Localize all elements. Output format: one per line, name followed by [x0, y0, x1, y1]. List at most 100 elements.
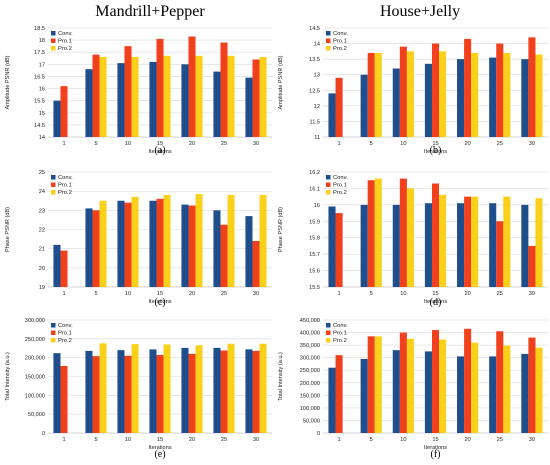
bar-pro1 [399, 178, 407, 287]
y-tick-label: 15.6 [309, 269, 320, 275]
y-tick-label: 15.9 [309, 219, 320, 225]
bar-pro1 [60, 86, 68, 137]
bar-conv [489, 203, 497, 287]
bar-conv [521, 204, 529, 287]
y-tick-label: 14.5 [34, 123, 45, 129]
bar-conv [149, 349, 157, 433]
bar-pro1 [367, 336, 375, 433]
bar-conv [53, 353, 61, 433]
x-tick-label: 5 [370, 291, 373, 297]
bar-pro2 [503, 196, 511, 287]
legend-swatch [326, 338, 331, 343]
bar-pro1 [188, 36, 196, 137]
column-title-left: Mandrill+Pepper [95, 3, 205, 20]
y-tick-label: 22 [39, 228, 45, 234]
y-tick-label: 11.5 [310, 119, 320, 125]
panel-caption: (b) [430, 145, 442, 156]
bar-pro2 [471, 52, 479, 137]
y-tick-label: 300,000 [25, 318, 45, 324]
bar-conv [360, 74, 368, 137]
bar-pro2 [227, 195, 235, 287]
bar-pro1 [252, 241, 260, 287]
bar-pro2 [131, 196, 139, 287]
bar-conv [360, 204, 368, 287]
bar-conv [489, 356, 497, 433]
y-tick-label: 50,000 [28, 412, 45, 418]
x-tick-label: 5 [94, 141, 97, 147]
bar-pro1 [496, 221, 504, 287]
legend-label: Conv. [58, 323, 73, 329]
y-tick-label: 16.5 [34, 74, 45, 80]
x-tick-label: 10 [125, 291, 131, 297]
bar-pro2 [503, 52, 511, 137]
x-tick-label: 15 [432, 141, 438, 147]
x-tick-label: 5 [94, 437, 97, 443]
x-tick-label: 20 [189, 291, 195, 297]
y-tick-label: 19 [39, 285, 45, 291]
x-axis-label: Iterations [148, 299, 171, 305]
chart-panel-5: 0 50,000 100,000 150,000 200,000 250,000 300,0… [5, 318, 272, 460]
bar-pro2 [535, 347, 543, 433]
y-axis-label: Total Intensity (a.u.) [5, 352, 11, 401]
bar-pro2 [163, 195, 171, 287]
bar-pro1 [464, 38, 472, 137]
x-tick-label: 15 [157, 291, 163, 297]
legend-swatch [326, 182, 331, 187]
x-tick-label: 10 [125, 141, 131, 147]
x-tick-label: 1 [62, 437, 65, 443]
x-axis-label: Iterations [148, 445, 171, 451]
y-tick-label: 250,000 [300, 368, 320, 374]
bar-conv [521, 353, 529, 433]
y-tick-label: 16 [39, 87, 45, 93]
bar-pro1 [92, 356, 100, 433]
x-tick-label: 25 [497, 291, 503, 297]
x-tick-label: 1 [338, 141, 341, 147]
legend-swatch [326, 38, 331, 43]
panel-caption: (f) [431, 449, 441, 460]
bar-conv [213, 210, 221, 287]
legend-label: Conv. [58, 175, 73, 181]
x-tick-label: 15 [432, 291, 438, 297]
legend-label: Conv. [58, 31, 73, 37]
bar-pro1 [60, 365, 68, 433]
bar-pro1 [399, 46, 407, 137]
y-tick-label: 150,000 [300, 393, 320, 399]
bar-conv [392, 68, 400, 137]
x-axis-label: Iterations [148, 149, 171, 155]
bar-conv [53, 244, 61, 287]
x-tick-label: 1 [62, 141, 65, 147]
bar-pro1 [220, 224, 228, 287]
panel-caption: (d) [430, 297, 442, 308]
x-tick-label: 1 [338, 437, 341, 443]
legend-label: Pro.1 [333, 331, 347, 337]
bar-conv [521, 59, 529, 138]
x-axis-label: Iterations [424, 299, 447, 305]
bar-pro1 [124, 202, 132, 287]
x-tick-label: 30 [253, 291, 259, 297]
y-tick-label: 100,000 [25, 393, 45, 399]
bar-conv [53, 100, 61, 137]
x-tick-label: 25 [221, 291, 227, 297]
bar-pro1 [92, 54, 100, 138]
x-tick-label: 30 [253, 141, 259, 147]
legend-swatch [51, 175, 56, 180]
bar-pro2 [406, 51, 414, 137]
y-tick-label: 200,000 [300, 381, 320, 387]
bar-pro2 [535, 54, 543, 137]
y-tick-label: 16 [314, 203, 320, 209]
legend-label: Pro.2 [333, 338, 347, 344]
bar-conv [457, 356, 465, 433]
panel-caption: (c) [154, 297, 165, 308]
bar-pro2 [471, 196, 479, 287]
bar-pro1 [496, 43, 504, 138]
y-tick-label: 14 [39, 135, 45, 141]
bar-conv [181, 64, 189, 137]
legend-label: Pro.1 [333, 183, 347, 189]
bar-conv [213, 347, 221, 433]
bar-pro2 [131, 57, 139, 137]
x-tick-label: 20 [189, 141, 195, 147]
bar-pro2 [259, 343, 267, 433]
x-tick-label: 20 [189, 437, 195, 443]
x-tick-label: 30 [253, 437, 259, 443]
